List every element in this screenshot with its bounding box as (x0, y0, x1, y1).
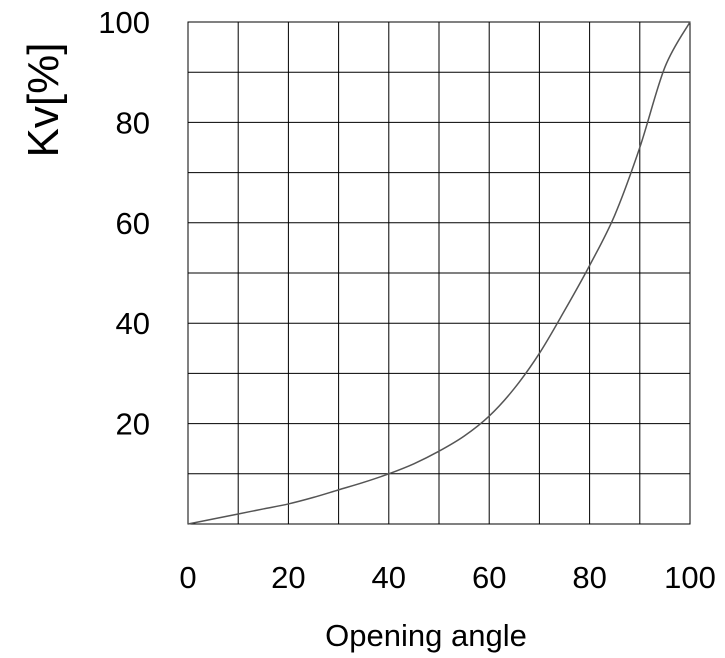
x-tick-label: 80 (572, 560, 606, 595)
y-tick-label: 40 (116, 306, 150, 341)
x-tick-label: 60 (472, 560, 506, 595)
y-tick-labels: 20 40 60 80 100 (98, 5, 150, 442)
y-tick-label: 60 (116, 206, 150, 241)
plot-frame (187, 21, 691, 525)
x-tick-labels: 0 20 40 60 80 100 (179, 560, 715, 595)
x-tick-label: 20 (271, 560, 305, 595)
x-axis-label: Opening angle (325, 618, 527, 653)
y-tick-label: 100 (98, 5, 150, 40)
grid (188, 22, 690, 524)
y-tick-label: 20 (116, 407, 150, 442)
x-tick-label: 100 (664, 560, 716, 595)
y-tick-label: 80 (116, 105, 150, 140)
x-tick-label: 0 (179, 560, 196, 595)
x-tick-label: 40 (372, 560, 406, 595)
y-axis-label: Kv[%] (19, 43, 68, 158)
kv-curve (187, 21, 691, 525)
